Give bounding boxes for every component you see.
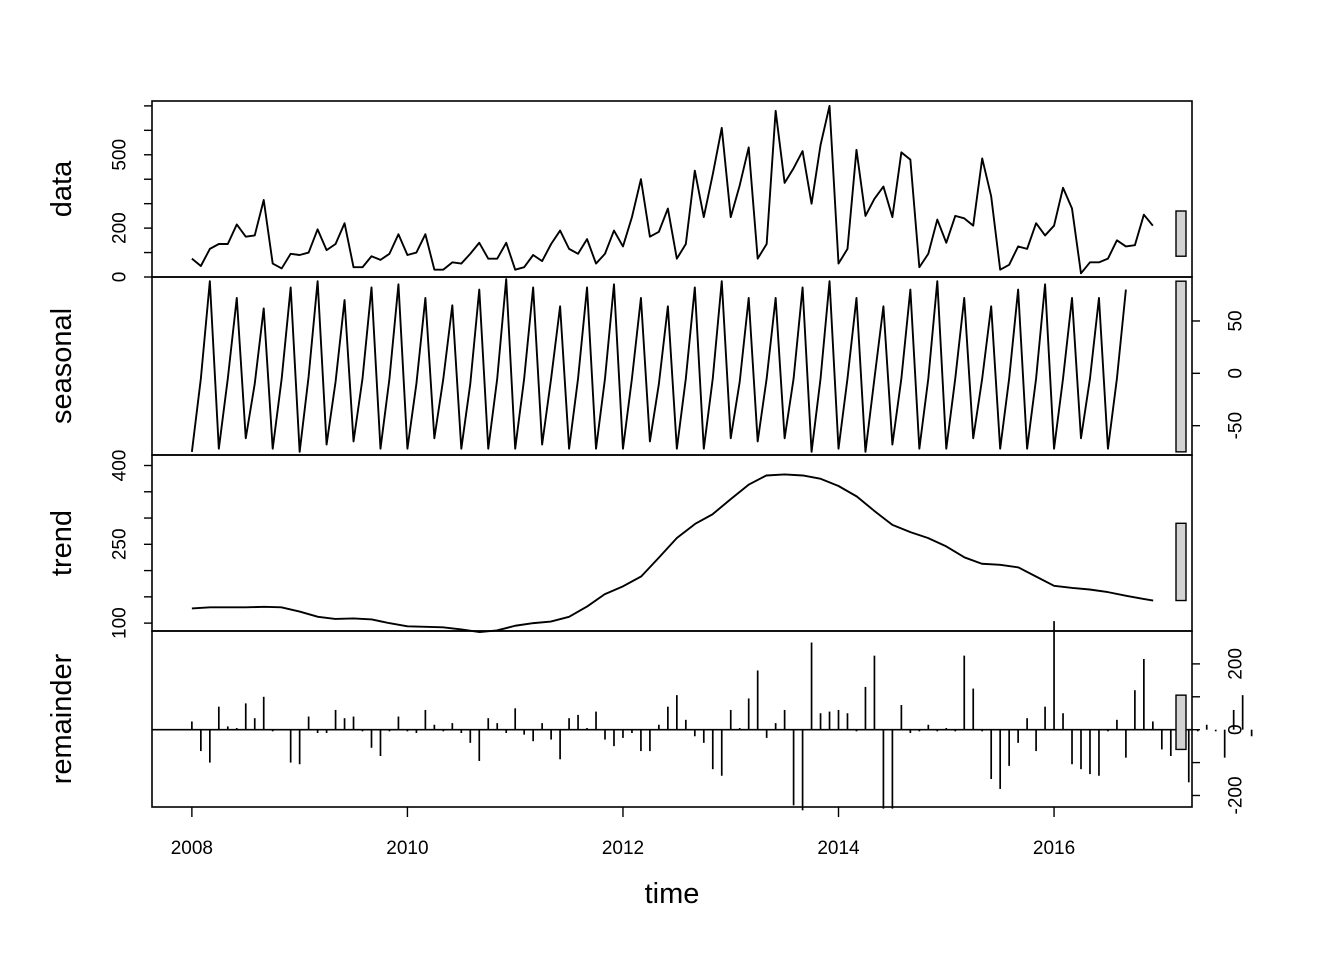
trend-y-tick-label: 400 [110, 450, 131, 482]
data-series-line [191, 104, 1154, 275]
x-tick-label: 2014 [817, 838, 860, 859]
trend-series-line [191, 473, 1154, 633]
seasonal-scale-bar [1175, 280, 1187, 453]
remainder-y-tick-label: 0 [1226, 724, 1247, 735]
x-tick-label: 2016 [1033, 838, 1075, 859]
remainder-y-tick-label: -200 [1226, 776, 1247, 814]
x-axis: 2008 2010 2012 2014 2016 [171, 807, 1075, 859]
x-axis-title: time [645, 878, 700, 910]
seasonal-series-line [190, 278, 1127, 453]
data-panel-frame [151, 100, 1193, 278]
remainder-panel-label: remainder [46, 653, 78, 784]
panels-group: 0 200 500 data -50 0 50 seasonal 100 250 400 trend -… [46, 100, 1253, 815]
trend-panel-label: trend [46, 510, 78, 576]
panel-seasonal: -50 0 50 seasonal [46, 276, 1247, 456]
panel-remainder: -200 0 200 remainder [46, 621, 1253, 815]
x-tick-label: 2008 [171, 838, 213, 859]
seasonal-y-tick-label: 0 [1226, 368, 1247, 379]
x-tick-label: 2012 [602, 838, 644, 859]
seasonal-y-tick-label: -50 [1226, 412, 1247, 439]
remainder-scale-bar [1175, 694, 1187, 751]
panel-trend: 100 250 400 trend [46, 450, 1193, 639]
seasonal-panel-label: seasonal [46, 308, 78, 424]
seasonal-y-tick-label: 50 [1226, 310, 1247, 331]
data-panel-label: data [46, 160, 78, 217]
panel-data: 0 200 500 data [46, 100, 1193, 283]
remainder-y-tick-label: 200 [1226, 648, 1247, 680]
trend-y-tick-label: 250 [110, 528, 131, 560]
trend-y-tick-label: 100 [110, 607, 131, 639]
data-y-tick-label: 0 [110, 272, 131, 283]
trend-scale-bar [1175, 522, 1187, 602]
remainder-panel-frame [151, 630, 1193, 808]
data-y-tick-label: 200 [110, 212, 131, 244]
data-scale-bar [1175, 210, 1187, 257]
x-tick-label: 2010 [386, 838, 428, 859]
data-y-tick-label: 500 [110, 139, 131, 171]
